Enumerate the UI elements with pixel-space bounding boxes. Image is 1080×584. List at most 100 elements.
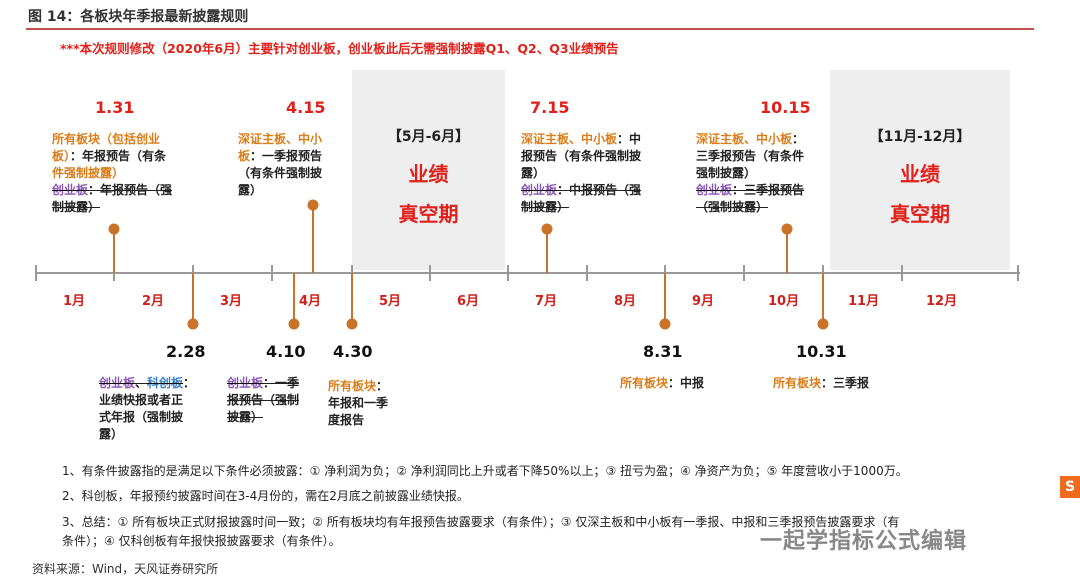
month-label: 8月 xyxy=(614,294,637,309)
vacuum-period-label: 【5月-6月】 xyxy=(387,129,470,145)
month-label: 10月 xyxy=(768,294,800,309)
note-text: 科创板 xyxy=(147,376,184,390)
note-text: ： xyxy=(792,132,805,146)
note-text: ：一季报预告 xyxy=(250,149,323,163)
note-text: 露） xyxy=(521,166,546,180)
vacuum-period-line1: 业绩 xyxy=(408,162,449,186)
note-text: 创业板 xyxy=(696,183,733,197)
event-date-1-31: 1.31 xyxy=(95,98,135,117)
event-note-4-30: 所有板块： 年报和一季 度报告 xyxy=(328,378,388,429)
footnote-3: 3、总结：① 所有板块正式财报披露时间一致；② 所有板块均有年报预告披露要求（有… xyxy=(62,515,900,529)
event-date-2-28: 2.28 xyxy=(166,342,206,361)
note-text: 露） xyxy=(99,427,124,441)
note-text: 制披露） xyxy=(521,200,570,214)
note-text: ： xyxy=(376,379,389,393)
footnote-3-continued: 条件）；④ 仅科创板有年报快报披露要求（有条件）。 xyxy=(62,534,341,548)
rule-change-banner: ***本次规则修改（2020年6月）主要针对创业板，创业板此后无需强制披露Q1、… xyxy=(60,41,619,56)
pin-10-31 xyxy=(817,273,829,330)
note-text: 所有板块 xyxy=(773,376,822,390)
note-text: 业绩快报或者正 xyxy=(99,393,184,407)
event-date-4-10: 4.10 xyxy=(266,342,306,361)
note-text: 报预告（有条件强制披 xyxy=(521,149,642,163)
note-text: ：年报预告（有条 xyxy=(70,149,167,163)
figure-title: 图 14：各板块年季报最新披露规则 xyxy=(28,9,249,25)
month-label: 5月 xyxy=(379,294,402,309)
note-text: 披露） xyxy=(227,410,264,424)
note-text: ：中报 xyxy=(668,376,705,390)
note-text: 所有板块 xyxy=(620,376,669,390)
note-text: 年报和一季 xyxy=(328,396,389,410)
note-text: 板） xyxy=(52,149,71,163)
note-text: 度报告 xyxy=(328,413,365,427)
note-text: （有条件强制披 xyxy=(238,166,323,180)
event-note-4-15: 深证主板、中小 板：一季报预告 （有条件强制披 露） xyxy=(238,131,322,199)
note-text: ：中报预告（强 xyxy=(557,183,642,197)
footnote-1: 1、有条件披露指的是满足以下条件必须披露：① 净利润为负；② 净利润同比上升或者… xyxy=(62,464,908,478)
footnote-2: 2、科创板，年报预约披露时间在3-4月份的，需在2月底之前披露业绩快报。 xyxy=(62,489,469,503)
title-rule xyxy=(26,28,1034,30)
note-text: 件强制披露） xyxy=(52,166,125,180)
note-text: 板 xyxy=(238,149,251,163)
event-note-2-28: 创业板、科创板： 业绩快报或者正 式年报（强制披 露） xyxy=(99,375,195,443)
pin-2-28 xyxy=(187,273,199,330)
month-label: 12月 xyxy=(926,294,958,309)
watermark-text: 一起学指标公式编辑 xyxy=(760,529,968,554)
vacuum-period-nov-dec: 【11月-12月】 业绩 真空期 xyxy=(830,70,1010,270)
note-text: 创业板 xyxy=(227,376,264,390)
vacuum-period-line2: 真空期 xyxy=(890,202,950,226)
pin-4-10 xyxy=(288,273,300,330)
source-note: 资料来源：Wind，天风证券研究所 xyxy=(32,562,219,576)
event-date-7-15: 7.15 xyxy=(530,98,570,117)
note-text: 式年报（强制披 xyxy=(99,410,184,424)
month-label: 11月 xyxy=(848,294,880,309)
note-text: 深证主板、中小板 xyxy=(696,132,793,146)
month-label: 9月 xyxy=(692,294,715,309)
note-text: ：年报预告（强 xyxy=(88,183,173,197)
month-label: 4月 xyxy=(299,294,322,309)
note-text: 、 xyxy=(135,376,148,390)
month-label: 2月 xyxy=(142,294,165,309)
pin-8-31 xyxy=(659,273,671,330)
note-text: 创业板 xyxy=(521,183,558,197)
note-text: ：中 xyxy=(617,132,642,146)
note-text: 深证主板、中小 xyxy=(238,132,323,146)
month-label: 7月 xyxy=(535,294,558,309)
vacuum-period-line2: 真空期 xyxy=(398,202,459,226)
note-text: 所有板块（包括创业 xyxy=(52,132,161,146)
month-label: 1月 xyxy=(63,294,86,309)
event-note-10-15: 深证主板、中小板： 三季报预告（有条件 强制披露） 创业板：三季报预告 （强制披… xyxy=(696,131,804,216)
event-date-10-15: 10.15 xyxy=(760,98,811,117)
pin-4-15 xyxy=(307,199,319,273)
note-text: 所有板块 xyxy=(328,379,377,393)
event-note-4-10: 创业板：一季 报预告（强制 披露） xyxy=(227,375,299,426)
vacuum-period-label: 【11月-12月】 xyxy=(869,129,971,145)
vacuum-period-may-june: 【5月-6月】 业绩 真空期 xyxy=(352,70,505,270)
note-text: 报预告（强制 xyxy=(227,393,300,407)
note-text: 创业板 xyxy=(99,376,136,390)
event-date-8-31: 8.31 xyxy=(643,342,683,361)
month-label: 3月 xyxy=(220,294,243,309)
event-note-8-31: 所有板块：中报 xyxy=(620,375,704,392)
event-date-4-15: 4.15 xyxy=(286,98,326,117)
note-text: 深证主板、中小板 xyxy=(521,132,618,146)
note-text: ：三季报 xyxy=(821,376,870,390)
event-note-10-31: 所有板块：三季报 xyxy=(773,375,869,392)
note-text: （强制披露） xyxy=(696,200,769,214)
watermark-logo-icon: S xyxy=(1060,476,1080,498)
vacuum-period-line1: 业绩 xyxy=(900,162,940,186)
pin-1-31 xyxy=(108,223,120,273)
pin-4-30 xyxy=(346,273,358,330)
note-text: 制披露） xyxy=(52,200,101,214)
note-text: ： xyxy=(183,376,196,390)
note-text: ：三季报预告 xyxy=(732,183,805,197)
note-text: 创业板 xyxy=(52,183,89,197)
pin-7-15 xyxy=(541,223,553,273)
month-label: 6月 xyxy=(457,294,480,309)
event-note-7-15: 深证主板、中小板：中 报预告（有条件强制披 露） 创业板：中报预告（强 制披露） xyxy=(521,131,641,216)
event-date-10-31: 10.31 xyxy=(796,342,847,361)
pin-10-15 xyxy=(781,223,793,273)
event-date-4-30: 4.30 xyxy=(333,342,373,361)
note-text: 露） xyxy=(238,183,263,197)
note-text: ：一季 xyxy=(263,376,300,390)
